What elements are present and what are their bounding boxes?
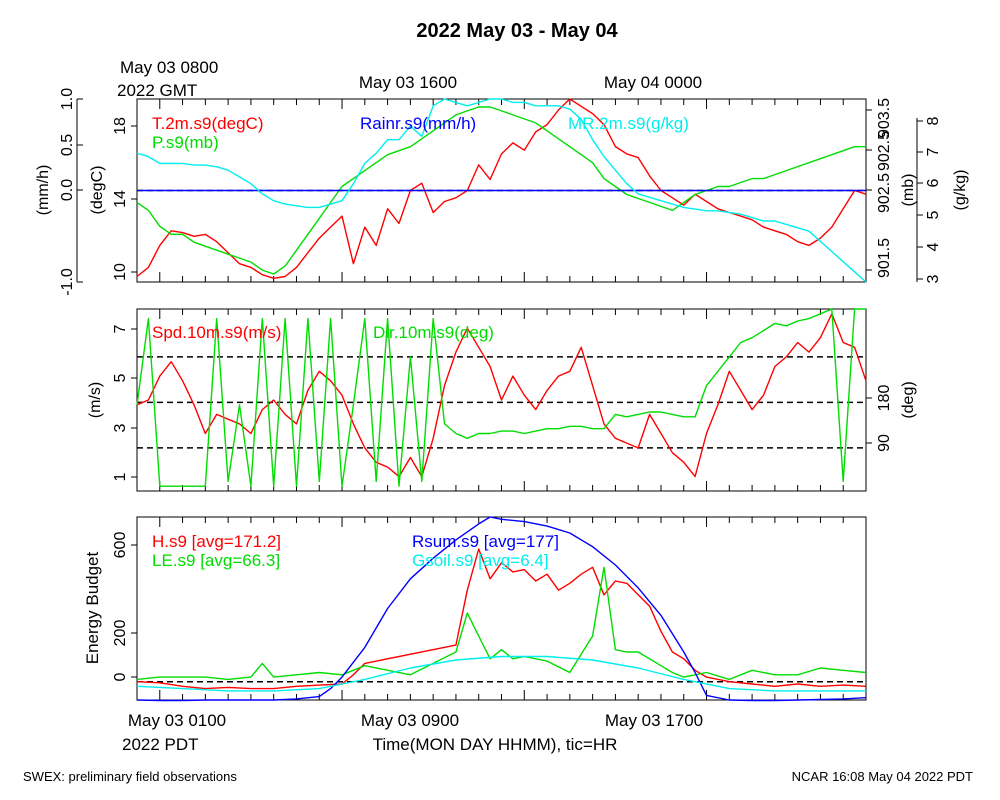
legend-speed: Spd.10m.s9(m/s) bbox=[152, 323, 281, 342]
series-line bbox=[136, 548, 867, 690]
panel-2-dir-axis: 90 180 (deg) bbox=[866, 381, 917, 452]
reference-lines bbox=[137, 189, 866, 683]
spd-axis-label: (m/s) bbox=[87, 382, 104, 418]
press-axis-label: (mb) bbox=[900, 174, 917, 207]
panel-2-legend: Spd.10m.s9(m/s) Dir.10m.s9(deg) bbox=[152, 323, 494, 342]
top-axis-start-line1: May 03 0800 bbox=[120, 58, 218, 77]
dir-axis-label: (deg) bbox=[900, 381, 917, 418]
legend-latent-heat: LE.s9 [avg=66.3] bbox=[152, 551, 280, 570]
press-tick-label: 902.5 bbox=[876, 173, 893, 213]
spd-tick-label: 5 bbox=[112, 373, 129, 382]
spd-tick-label: 3 bbox=[112, 423, 129, 432]
temp-tick-label: 18 bbox=[112, 117, 129, 135]
legend-net-radiation: Rsum.s9 [avg=177] bbox=[412, 532, 559, 551]
rain-tick-label: 0.5 bbox=[59, 134, 76, 156]
temp-axis-label: (degC) bbox=[89, 166, 106, 215]
x-axis-label: Time(MON DAY HHMM), tic=HR bbox=[373, 735, 618, 754]
rain-tick-label: -1.0 bbox=[59, 268, 76, 296]
legend-soil-heat: Gsoil.s9 [avg=6.4] bbox=[412, 551, 549, 570]
legend-temp: T.2m.s9(degC) bbox=[152, 114, 263, 133]
x-axis-ticks bbox=[136, 99, 867, 700]
series-line bbox=[136, 308, 866, 487]
energy-tick-label: 600 bbox=[112, 532, 129, 559]
series-line bbox=[136, 313, 867, 478]
panel-3-energy-axis: 0 200 600 Energy Budget bbox=[83, 532, 137, 681]
panel-1-press-axis: 901.5 902.5 902.5 903.5 (mb) bbox=[866, 98, 917, 278]
press-tick-label: 901.5 bbox=[876, 238, 893, 278]
energy-axis-label: Energy Budget bbox=[83, 551, 102, 664]
mr-tick-label: 8 bbox=[925, 116, 942, 125]
top-axis-tick-label: May 03 1600 bbox=[359, 73, 457, 92]
spd-tick-label: 7 bbox=[112, 324, 129, 333]
legend-rain: Rainr.s9(mm/h) bbox=[360, 114, 476, 133]
dir-tick-label: 180 bbox=[876, 385, 893, 412]
panel-2-spd-axis: 1 3 5 7 (m/s) bbox=[87, 324, 137, 481]
mr-tick-label: 5 bbox=[925, 210, 942, 219]
rain-tick-label: 0.0 bbox=[59, 179, 76, 201]
energy-tick-label: 0 bbox=[112, 672, 129, 681]
series-line bbox=[136, 655, 866, 692]
panel-1-legend: T.2m.s9(degC) P.s9(mb) Rainr.s9(mm/h) MR… bbox=[152, 114, 689, 152]
panel-1-temp-axis: 10 14 18 (degC) bbox=[89, 117, 137, 281]
panel-3-legend: H.s9 [avg=171.2] LE.s9 [avg=66.3] Rsum.s… bbox=[152, 532, 559, 570]
dir-tick-label: 90 bbox=[876, 434, 893, 452]
series-line bbox=[136, 98, 867, 283]
series-line bbox=[136, 566, 867, 681]
mr-tick-label: 3 bbox=[925, 274, 942, 283]
data-series bbox=[136, 98, 867, 702]
legend-direction: Dir.10m.s9(deg) bbox=[373, 323, 494, 342]
footer-right: NCAR 16:08 May 04 2022 PDT bbox=[792, 769, 973, 784]
rain-tick-label: 1.0 bbox=[59, 88, 76, 110]
energy-tick-label: 200 bbox=[112, 620, 129, 647]
bottom-axis-tick-label: May 03 0900 bbox=[361, 711, 459, 730]
chart-title: 2022 May 03 - May 04 bbox=[416, 20, 618, 42]
press-tick-label: 903.5 bbox=[876, 98, 893, 138]
series-line bbox=[136, 516, 867, 702]
spd-tick-label: 1 bbox=[112, 472, 129, 481]
temp-tick-label: 10 bbox=[112, 263, 129, 281]
legend-pressure: P.s9(mb) bbox=[152, 133, 219, 152]
bottom-axis-tick-label: May 03 0100 bbox=[128, 711, 226, 730]
press-tick-label: 902.5 bbox=[876, 131, 893, 171]
mr-tick-label: 4 bbox=[925, 242, 942, 251]
legend-sensible-heat: H.s9 [avg=171.2] bbox=[152, 532, 281, 551]
legend-mixing-ratio: MR.2m.s9(g/kg) bbox=[568, 114, 689, 133]
footer-left: SWEX: preliminary field observations bbox=[23, 769, 237, 784]
panel-1-mr-axis: 3 4 5 6 7 8 (g/kg) bbox=[916, 116, 969, 283]
rain-axis-label: (mm/h) bbox=[35, 165, 52, 216]
mr-tick-label: 6 bbox=[925, 178, 942, 187]
temp-tick-label: 14 bbox=[112, 190, 129, 208]
bottom-axis-tick-label: May 03 1700 bbox=[605, 711, 703, 730]
mr-tick-label: 7 bbox=[925, 147, 942, 156]
top-axis-start-line2: 2022 GMT bbox=[117, 81, 197, 100]
mr-axis-label: (g/kg) bbox=[952, 170, 969, 211]
top-axis-tick-label: May 04 0000 bbox=[604, 73, 702, 92]
series-line bbox=[136, 106, 866, 275]
bottom-axis-tz-label: 2022 PDT bbox=[122, 735, 199, 754]
panel-1-rain-axis: 1.0 0.5 0.0 -1.0 (mm/h) bbox=[35, 88, 83, 296]
series-line bbox=[136, 98, 867, 279]
